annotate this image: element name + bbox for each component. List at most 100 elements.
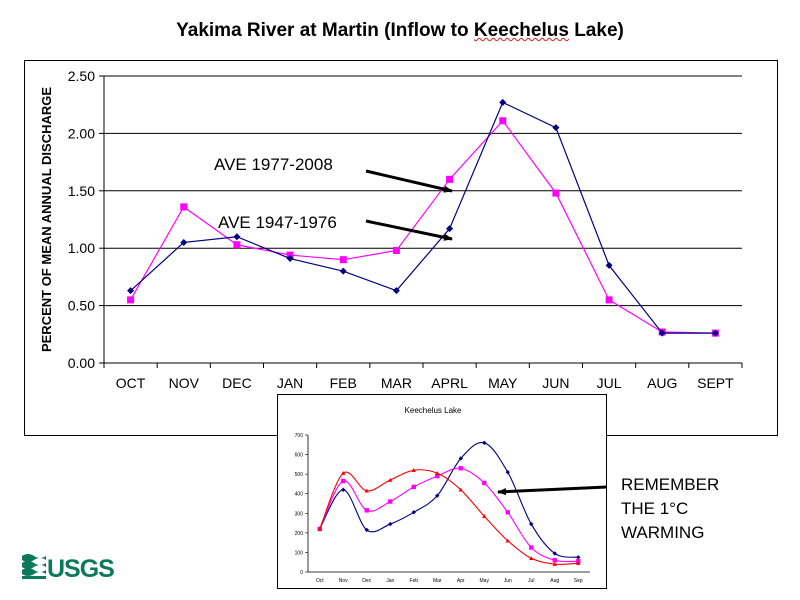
y-tick-label: 0.50 xyxy=(68,298,95,314)
inset-data-point xyxy=(505,510,510,515)
inset-y-tick-label: 200 xyxy=(295,531,304,537)
inset-x-tick-label: Feb xyxy=(409,578,418,584)
inset-y-tick-label: 500 xyxy=(295,472,304,478)
inset-y-tick-label: 100 xyxy=(295,550,304,556)
inset-x-tick-label: Sep xyxy=(574,578,583,584)
y-tick-label: 2.00 xyxy=(68,125,95,141)
data-point xyxy=(552,124,560,132)
inset-frame xyxy=(277,394,607,589)
inset-data-point xyxy=(458,466,463,471)
data-point xyxy=(180,238,188,246)
inset-data-point xyxy=(458,456,463,461)
inset-x-tick-label: May xyxy=(480,578,490,584)
data-point xyxy=(499,98,507,106)
x-tick-label: AUG xyxy=(647,375,677,391)
inset-data-point xyxy=(411,484,416,490)
inset-data-point xyxy=(482,440,487,446)
inset-data-point xyxy=(552,558,557,563)
data-point xyxy=(339,267,347,275)
inset-x-tick-label: Dec xyxy=(362,578,371,584)
x-tick-label: MAR xyxy=(381,375,412,391)
inset-data-point xyxy=(388,477,393,482)
x-tick-label: JUN xyxy=(542,375,569,391)
inset-series-line xyxy=(319,469,579,565)
data-point xyxy=(605,296,613,304)
data-point xyxy=(658,329,666,337)
inset-x-tick-label: Apr xyxy=(457,578,465,584)
data-point xyxy=(552,189,560,197)
x-tick-label: DEC xyxy=(222,375,252,391)
inset-data-point xyxy=(529,556,534,561)
inset-data-point xyxy=(411,510,416,515)
y-tick-label: 0.00 xyxy=(68,355,95,371)
inset-data-point xyxy=(435,473,440,479)
usgs-logo: USGS xyxy=(22,552,115,585)
data-point xyxy=(446,175,454,183)
inset-data-point xyxy=(317,526,322,531)
x-tick-label: SEPT xyxy=(697,375,734,391)
usgs-logo-text: USGS xyxy=(47,555,114,580)
y-tick-label: 1.50 xyxy=(68,183,95,199)
inset-data-point xyxy=(435,470,440,475)
inset-x-tick-label: Jun xyxy=(504,578,512,584)
inset-data-point xyxy=(411,468,416,472)
y-tick-label: 2.50 xyxy=(68,68,95,84)
x-tick-label: FEB xyxy=(330,375,357,391)
x-tick-label: OCT xyxy=(116,375,146,391)
annotation-line: WARMING xyxy=(621,523,705,542)
inset-x-tick-label: Mar xyxy=(433,578,442,584)
inset-data-point xyxy=(341,470,346,475)
data-point xyxy=(392,287,400,295)
inset-data-point xyxy=(505,469,510,475)
annotation-remember-warming: REMEMBER THE 1°C WARMING xyxy=(621,473,719,545)
inset-data-point xyxy=(552,561,557,566)
chart-title: Yakima River at Martin (Inflow to Keeche… xyxy=(176,20,624,41)
data-point xyxy=(233,233,241,241)
inset-data-point xyxy=(576,555,581,560)
inset-x-tick-label: Aug xyxy=(550,578,559,584)
data-point xyxy=(127,287,135,295)
inset-data-point xyxy=(364,508,369,513)
x-tick-label: JUL xyxy=(597,375,622,391)
data-point xyxy=(233,241,241,249)
inset-data-point xyxy=(388,499,393,504)
inset-y-tick-label: 700 xyxy=(295,433,304,439)
inset-data-point xyxy=(458,487,463,492)
inset-title: Keechelus Lake xyxy=(405,406,462,415)
data-point xyxy=(339,256,347,264)
inset-data-point xyxy=(505,538,510,543)
inset-data-point xyxy=(341,487,346,492)
data-point xyxy=(180,203,188,211)
y-axis-label: PERCENT OF MEAN ANNUAL DISCHARGE xyxy=(39,87,54,352)
inset-y-tick-label: 300 xyxy=(295,511,304,517)
data-point xyxy=(127,296,135,304)
inset-x-tick-label: Oct xyxy=(316,578,324,584)
inset-data-point xyxy=(482,514,487,518)
inset-x-tick-label: Jul xyxy=(528,578,534,584)
inset-data-point xyxy=(482,480,487,486)
y-tick-label: 1.00 xyxy=(68,240,95,256)
data-point xyxy=(711,329,719,337)
inset-data-point xyxy=(576,560,581,565)
inset-data-point xyxy=(529,521,534,527)
series-line xyxy=(130,101,716,334)
inset-y-tick-label: 400 xyxy=(295,492,304,498)
inset-x-tick-label: Nov xyxy=(339,578,348,584)
data-point xyxy=(499,117,507,125)
inset-data-point xyxy=(364,488,369,493)
inset-data-point xyxy=(552,551,557,556)
inset-data-point xyxy=(341,478,346,484)
usgs-wave-icon xyxy=(22,554,46,579)
annotation-ave-1977-2008: AVE 1977-2008 xyxy=(214,155,333,174)
annotation-line: REMEMBER xyxy=(621,475,720,494)
x-tick-label: NOV xyxy=(169,375,200,391)
data-point xyxy=(605,261,613,269)
inset-data-point xyxy=(529,545,534,550)
series-line xyxy=(130,119,716,334)
annotation-line: THE 1°C xyxy=(621,499,689,518)
x-tick-label: APRL xyxy=(431,375,468,391)
x-tick-label: MAY xyxy=(488,375,518,391)
inset-y-tick-label: 0 xyxy=(300,570,303,576)
inset-series-line xyxy=(319,441,579,558)
inset-line-chart: Keechelus Lake 0 100 200 300 400 500 600 700 Oct N… xyxy=(277,394,607,589)
